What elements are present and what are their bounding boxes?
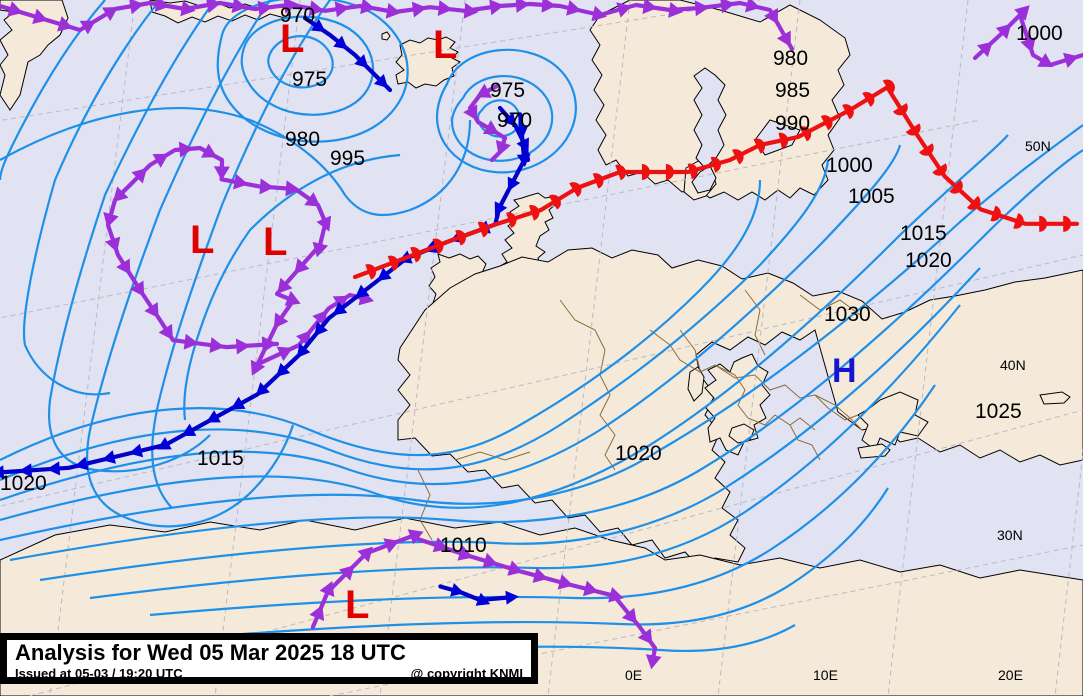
svg-text:995: 995 [330, 147, 365, 170]
svg-text:L: L [345, 583, 369, 627]
svg-text:975: 975 [490, 79, 525, 102]
svg-text:0E: 0E [625, 667, 642, 683]
svg-text:1000: 1000 [826, 154, 873, 177]
svg-text:40N: 40N [1000, 357, 1026, 373]
svg-text:10E: 10E [813, 667, 838, 683]
svg-text:980: 980 [285, 128, 320, 151]
svg-text:L: L [280, 17, 304, 61]
svg-text:985: 985 [775, 79, 810, 102]
svg-text:980: 980 [773, 47, 808, 70]
svg-text:1015: 1015 [900, 222, 947, 245]
svg-text:1010: 1010 [440, 534, 487, 557]
svg-text:20E: 20E [998, 667, 1023, 683]
svg-text:1020: 1020 [615, 442, 662, 465]
svg-text:1025: 1025 [975, 400, 1022, 423]
svg-text:1020: 1020 [905, 249, 952, 272]
svg-text:990: 990 [775, 112, 810, 135]
svg-text:1005: 1005 [848, 185, 895, 208]
svg-text:L: L [263, 220, 287, 264]
svg-text:50N: 50N [1025, 138, 1051, 154]
svg-text:1015: 1015 [197, 447, 244, 470]
svg-text:H: H [832, 352, 857, 390]
svg-text:1020: 1020 [0, 472, 47, 495]
svg-text:L: L [433, 23, 457, 67]
svg-text:L: L [190, 218, 214, 262]
svg-text:30N: 30N [997, 527, 1023, 543]
svg-text:1000: 1000 [1016, 22, 1063, 45]
svg-text:975: 975 [292, 68, 327, 91]
svg-text:1030: 1030 [824, 303, 871, 326]
svg-text:970: 970 [497, 109, 532, 132]
